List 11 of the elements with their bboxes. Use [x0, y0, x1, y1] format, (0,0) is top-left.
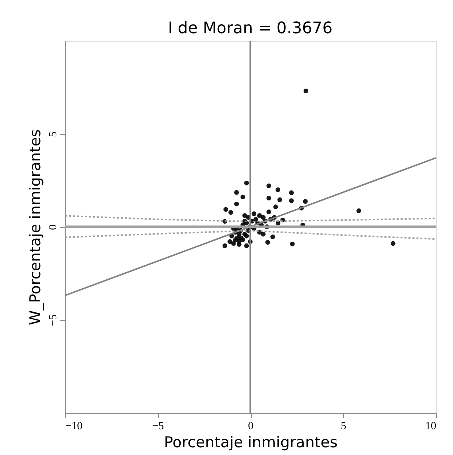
x-tick-label: −10 — [66, 420, 84, 432]
y-tick-label: 0 — [48, 224, 60, 230]
x-tick-label: 5 — [341, 420, 347, 432]
y-tick-label: 5 — [48, 131, 60, 138]
x-tick-label: −5 — [152, 420, 165, 432]
chart-title: I de Moran = 0.3676 — [168, 18, 333, 38]
y-axis-title: W_Porcentaje inmigrantes — [26, 129, 44, 326]
x-axis-title: Porcentaje inmigrantes — [164, 434, 338, 452]
x-tick-label: 10 — [426, 420, 437, 432]
y-tick-label: −5 — [48, 314, 60, 326]
x-tick-label: 0 — [248, 420, 254, 432]
